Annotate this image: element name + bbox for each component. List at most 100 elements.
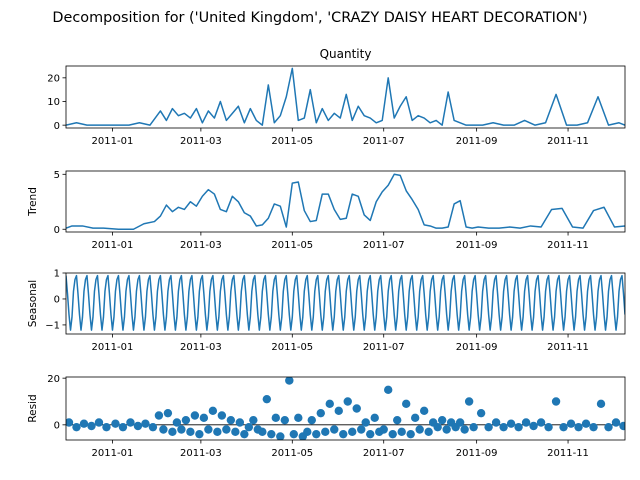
resid-point	[126, 418, 135, 427]
resid-point	[393, 415, 402, 425]
resid-point	[244, 422, 254, 432]
resid-point	[388, 429, 397, 439]
plot-area	[66, 173, 625, 230]
resid-point	[325, 399, 334, 409]
y-axis-label: Resid	[27, 394, 39, 422]
x-tick-label: 2011-03	[180, 448, 222, 459]
resid-point	[406, 429, 415, 439]
resid-point	[521, 418, 531, 427]
resid-point	[442, 425, 451, 434]
resid-point	[566, 419, 576, 428]
plot-area	[66, 274, 625, 331]
resid-point	[111, 419, 120, 428]
resid-point	[397, 427, 406, 437]
resid-point	[289, 429, 298, 439]
resid-point	[611, 418, 621, 427]
resid-point	[222, 425, 231, 434]
x-tick-label: 2011-11	[547, 342, 589, 353]
resid-point	[276, 432, 285, 440]
x-tick-label: 2011-07	[363, 448, 405, 459]
resid-point	[574, 422, 583, 432]
y-tick-label: 0	[54, 121, 60, 132]
resid-point	[262, 394, 272, 404]
y-tick-label: 5	[54, 170, 60, 181]
resid-point	[154, 411, 164, 420]
resid-point	[401, 399, 411, 409]
resid-point	[118, 422, 128, 432]
resid-point	[235, 418, 245, 427]
resid-point	[589, 422, 598, 432]
resid-point	[267, 429, 276, 439]
figure-suptitle: Decomposition for ('United Kingdom', 'CR…	[52, 10, 587, 26]
panel-2: 2011-01 2011-03 2011-05 2011-07 2011-09 2011-…	[27, 170, 626, 251]
resid-point	[330, 425, 339, 434]
x-tick-label: 2011-09	[456, 136, 498, 147]
series-line	[66, 274, 625, 331]
x-tick-label: 2011-03	[180, 136, 222, 147]
resid-point	[181, 415, 191, 425]
resid-point	[379, 425, 388, 434]
resid-point	[460, 425, 469, 434]
resid-point	[133, 421, 143, 431]
plot-area	[66, 377, 625, 440]
resid-point	[231, 427, 240, 437]
resid-point	[348, 427, 357, 437]
x-tick-label: 2011-09	[456, 448, 498, 459]
resid-point	[529, 421, 538, 431]
resid-point	[195, 429, 204, 439]
resid-point	[321, 427, 330, 437]
y-tick-label: 20	[47, 73, 60, 84]
panel-1: 2011-01 2011-03 2011-05 2011-07 2011-09 2011-…	[47, 47, 626, 147]
resid-point	[271, 413, 281, 423]
resid-point	[148, 422, 158, 432]
resid-point	[544, 422, 553, 432]
y-axis-label: Seasonal	[27, 280, 39, 327]
resid-point	[87, 421, 96, 431]
resid-point	[424, 427, 433, 437]
panel-3: 2011-01 2011-03 2011-05 2011-07 2011-09 2011-…	[27, 269, 626, 353]
x-tick-label: 2011-05	[271, 136, 313, 147]
resid-point	[559, 422, 568, 432]
resid-point	[604, 422, 613, 432]
resid-point	[199, 413, 209, 423]
resid-point	[258, 427, 267, 437]
resid-point	[343, 397, 352, 406]
resid-point	[370, 413, 379, 423]
resid-point	[190, 411, 200, 420]
resid-point	[159, 425, 168, 434]
resid-point	[163, 408, 173, 418]
y-tick-label: 0	[54, 225, 60, 236]
resid-point	[514, 422, 523, 432]
resid-point	[339, 429, 348, 439]
y-tick-label: 10	[47, 97, 60, 108]
resid-point	[596, 399, 606, 409]
y-tick-label: −1	[45, 321, 60, 332]
panel-title: Quantity	[320, 47, 372, 61]
x-tick-label: 2011-05	[271, 342, 313, 353]
x-tick-label: 2011-03	[180, 240, 222, 251]
resid-point	[312, 429, 321, 439]
x-tick-label: 2011-01	[92, 448, 134, 459]
series-line	[66, 173, 625, 230]
x-tick-label: 2011-05	[271, 448, 313, 459]
resid-point	[476, 408, 486, 418]
x-tick-label: 2011-11	[547, 136, 589, 147]
resid-point	[208, 406, 218, 416]
resid-point	[66, 418, 74, 427]
resid-point	[217, 411, 227, 420]
resid-point	[366, 429, 375, 439]
resid-point	[204, 425, 213, 434]
x-tick-label: 2011-01	[92, 136, 134, 147]
x-tick-label: 2011-11	[547, 240, 589, 251]
x-tick-label: 2011-09	[456, 342, 498, 353]
resid-point	[186, 427, 195, 437]
resid-point	[619, 421, 625, 431]
resid-point	[172, 418, 182, 427]
resid-point	[506, 419, 516, 428]
x-tick-label: 2011-03	[180, 342, 222, 353]
resid-point	[316, 408, 325, 418]
resid-point	[226, 415, 236, 425]
x-tick-label: 2011-05	[271, 240, 313, 251]
resid-point	[72, 422, 81, 432]
